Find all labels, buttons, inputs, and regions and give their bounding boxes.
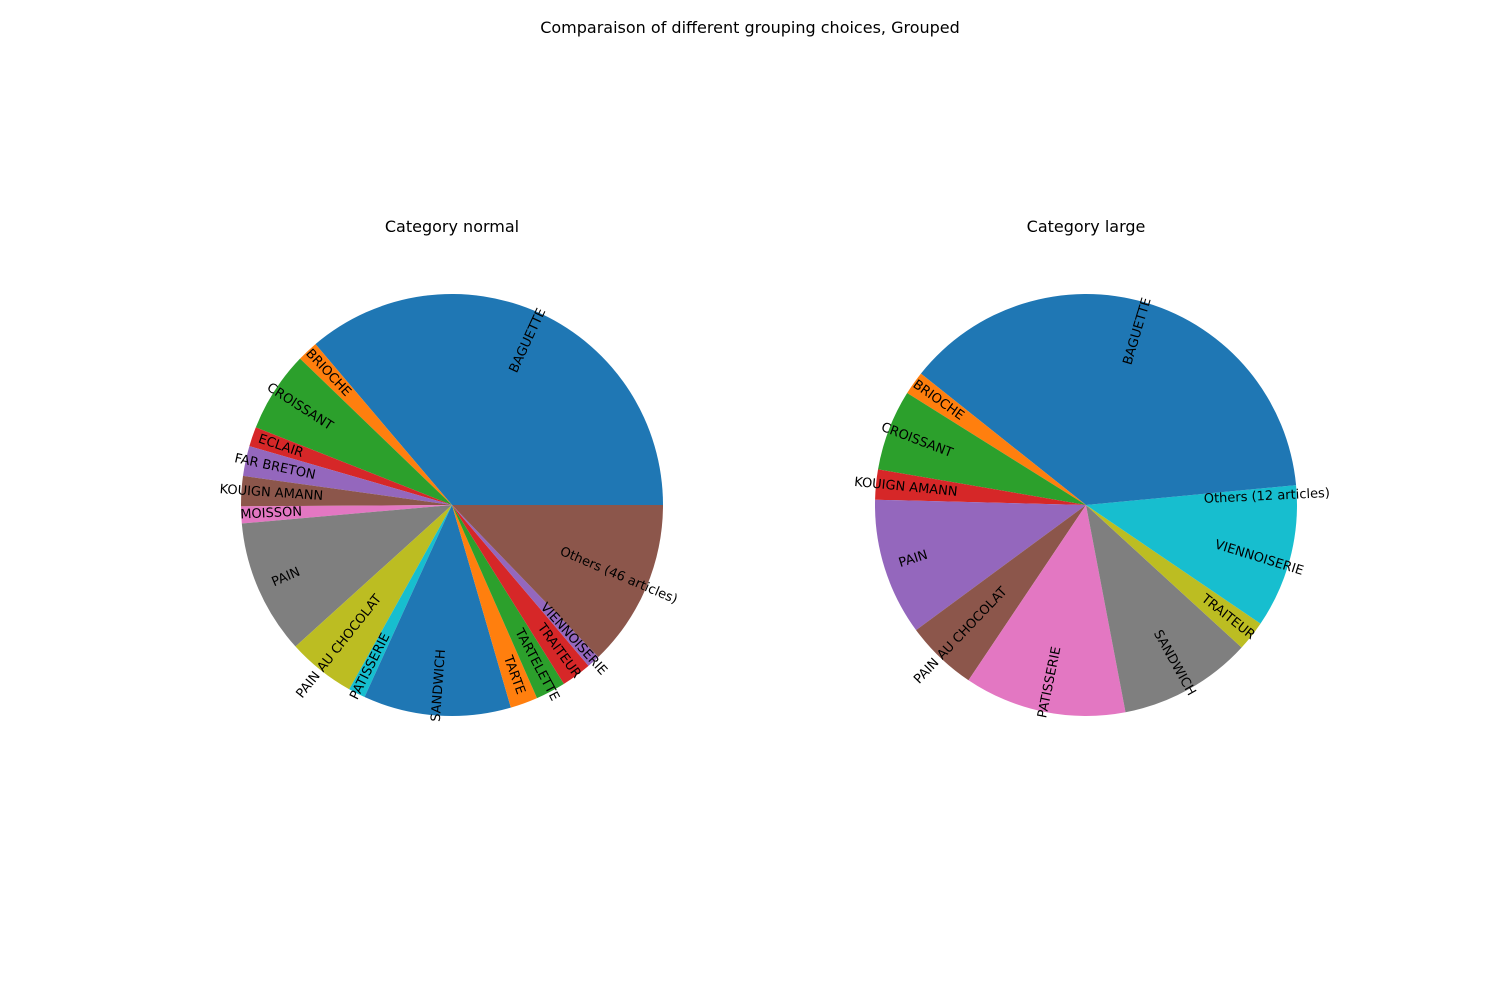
pie-slice-traiteur: [452, 505, 589, 684]
pie-title: Category normal: [385, 217, 519, 236]
pie-slice-others-12-articles: [1086, 485, 1297, 505]
pie-slice-kouign-amann: [241, 475, 452, 507]
pie-slice-pain: [241, 505, 452, 647]
pie-slice-traiteur: [1086, 505, 1261, 648]
pie-slice-patisserie: [349, 505, 452, 698]
pie-slice-tartelette: [452, 505, 564, 699]
pie-slice-sandwich: [364, 505, 511, 716]
pie-label-moisson: MOISSON: [240, 505, 302, 523]
pie-slice-brioche: [907, 373, 1086, 505]
pie-slice-croissant: [878, 393, 1086, 505]
pie-slice-tarte: [452, 505, 538, 708]
pie-label-kouign-amann: KOUIGN AMANN: [219, 482, 324, 504]
pie-slice-far-breton: [243, 446, 452, 505]
pie-chart-category-normal: Category normalBAGUETTEBRIOCHECROISSANTE…: [219, 217, 680, 722]
pie-slice-sandwich: [1086, 505, 1242, 713]
pie-slice-moisson: [241, 505, 452, 524]
pie-slice-pain-au-chocolat: [916, 505, 1086, 681]
figure-title: Comparaison of different grouping choice…: [540, 18, 960, 37]
pie-slice-pain-au-chocolat: [295, 505, 452, 690]
pie-slice-others-46-articles: [452, 505, 663, 657]
pie-slice-eclair: [249, 427, 452, 505]
pie-slice-croissant: [255, 358, 452, 505]
pie-slice-baguette: [315, 294, 663, 505]
pie-slice-kouign-amann: [875, 469, 1086, 505]
pie-slice-pain: [875, 499, 1086, 631]
pie-slice-brioche: [300, 344, 452, 505]
pie-slice-viennoiserie: [452, 505, 599, 666]
pie-title: Category large: [1027, 217, 1146, 236]
pie-slice-patisserie: [968, 505, 1126, 717]
pie-slice-baguette: [920, 293, 1297, 505]
pie-label-sandwich: SANDWICH: [429, 649, 449, 723]
pie-slice-viennoiserie: [1086, 505, 1297, 624]
pie-label-others-12-articles: Others (12 articles): [1203, 486, 1330, 507]
